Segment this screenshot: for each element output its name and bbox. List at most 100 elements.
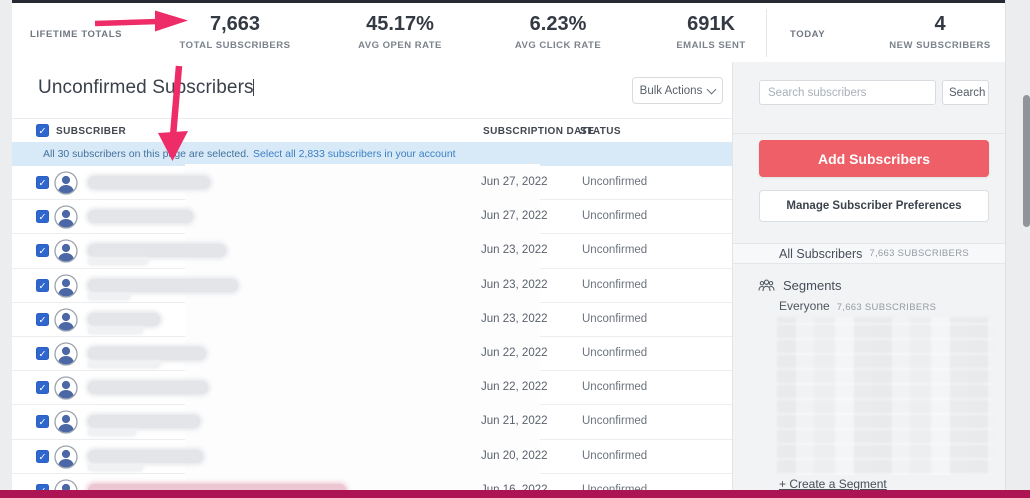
all-subscribers-item[interactable]: All Subscribers 7,663 SUBSCRIBERS (733, 243, 1006, 264)
chevron-down-icon (706, 84, 717, 94)
stat-label: TOTAL SUBSCRIBERS (179, 40, 291, 51)
redacted-subscriber-email (88, 258, 148, 266)
row-checkbox[interactable]: ✓ (36, 244, 49, 258)
segment-item-everyone[interactable]: Everyone 7,663 SUBSCRIBERS (779, 299, 936, 313)
stat-new-subscribers: 4 NEW SUBSCRIBERS (860, 12, 1020, 51)
subscriber-status: Unconfirmed (582, 381, 648, 394)
avatar-icon (54, 273, 78, 298)
page-title-text: Unconfirmed Subscribers (38, 77, 254, 98)
select-all-checkbox[interactable]: ✓ (36, 124, 49, 137)
subscription-date: Jun 20, 2022 (481, 449, 548, 462)
row-checkbox[interactable]: ✓ (36, 415, 49, 429)
subscription-date: Jun 23, 2022 (481, 278, 548, 291)
stat-label: AVG CLICK RATE (514, 40, 602, 51)
avatar-icon (54, 308, 78, 332)
stat-total-subscribers: 7,663 TOTAL SUBSCRIBERS (155, 12, 315, 51)
subscriber-status: Unconfirmed (582, 278, 648, 291)
avatar-icon (54, 342, 78, 366)
row-checkbox[interactable]: ✓ (36, 346, 49, 360)
scrollbar-thumb[interactable] (1023, 95, 1030, 227)
all-subscribers-count: 7,663 SUBSCRIBERS (869, 248, 969, 259)
subscription-date: Jun 23, 2022 (481, 312, 548, 325)
page-scrollbar-track[interactable] (1005, 0, 1030, 498)
row-checkbox[interactable]: ✓ (36, 278, 49, 292)
stat-label: AVG OPEN RATE (358, 40, 442, 51)
redacted-subscriber-email (88, 326, 143, 334)
subscriber-status: Unconfirmed (582, 415, 648, 428)
avatar-icon (54, 376, 78, 400)
table-row[interactable]: ✓ Jun 27, 2022 Unconfirmed (12, 200, 732, 235)
column-header-subscriber: SUBSCRIBER (56, 126, 127, 137)
redacted-subscriber-name (88, 381, 208, 395)
stat-value: 4 (934, 13, 946, 35)
subscription-date: Jun 22, 2022 (481, 381, 548, 394)
create-segment-link[interactable]: + Create a Segment (779, 477, 887, 491)
subscription-date: Jun 23, 2022 (481, 244, 548, 257)
stat-label: EMAILS SENT (676, 40, 746, 51)
search-button[interactable]: Search (942, 80, 989, 105)
redacted-subscriber-email (88, 292, 130, 300)
subscribers-panel: Unconfirmed Subscribers Bulk Actions ✓ S… (12, 62, 732, 498)
all-subscribers-label: All Subscribers (779, 246, 863, 261)
redacted-subscriber-name (88, 244, 226, 258)
top-window-strip (12, 0, 1030, 3)
redaction-overlay (185, 164, 540, 498)
subscription-date: Jun 22, 2022 (481, 346, 548, 359)
subscriber-status: Unconfirmed (582, 346, 648, 359)
avatar-icon (54, 205, 78, 229)
stats-bar: LIFETIME TOTALS 7,663 TOTAL SUBSCRIBERS … (12, 3, 1005, 63)
segments-label: Segments (783, 278, 842, 293)
subscription-date: Jun 27, 2022 (481, 210, 548, 223)
subscriber-status: Unconfirmed (582, 176, 648, 188)
row-checkbox[interactable]: ✓ (36, 312, 49, 326)
panel-header: Unconfirmed Subscribers Bulk Actions (12, 62, 732, 118)
text-cursor (252, 79, 255, 96)
bottom-annotation-bar (0, 489, 1030, 498)
avatar-icon (54, 410, 78, 434)
subscriber-status: Unconfirmed (582, 449, 648, 462)
column-header-subscription-date: SUBSCRIPTION DATE (483, 126, 595, 137)
stat-value: 691K (687, 13, 735, 35)
row-checkbox[interactable]: ✓ (36, 381, 49, 395)
bulk-actions-label: Bulk Actions (639, 84, 703, 97)
redacted-subscriber-name (88, 210, 193, 224)
subscription-date: Jun 21, 2022 (481, 415, 548, 428)
stat-avg-click-rate: 6.23% AVG CLICK RATE (478, 12, 638, 51)
blurred-segment-details (777, 317, 992, 475)
redacted-subscriber-name (88, 415, 200, 429)
stat-value: 6.23% (529, 13, 587, 35)
row-checkbox[interactable]: ✓ (36, 449, 49, 463)
subscriber-rows: ✓ Jun 27, 2022 Unconfirmed ✓ Jun 27, 202… (12, 164, 732, 498)
subscriber-status: Unconfirmed (582, 244, 648, 257)
table-row[interactable]: ✓ Jun 21, 2022 Unconfirmed (12, 405, 732, 440)
redacted-subscriber-email (88, 463, 143, 471)
bulk-actions-button[interactable]: Bulk Actions (632, 77, 723, 104)
table-header: ✓ SUBSCRIBER SUBSCRIPTION DATE STATUS (12, 118, 732, 143)
everyone-label: Everyone (779, 299, 830, 313)
row-checkbox[interactable]: ✓ (36, 210, 49, 224)
search-input[interactable] (759, 80, 936, 105)
page-title: Unconfirmed Subscribers (38, 77, 255, 99)
avatar-icon (54, 444, 78, 469)
stat-emails-sent: 691K EMAILS SENT (631, 12, 791, 51)
segments-header: Segments (758, 278, 842, 293)
subscriber-status: Unconfirmed (582, 210, 648, 223)
segments-icon (758, 279, 775, 292)
add-subscribers-button[interactable]: Add Subscribers (759, 140, 989, 177)
redacted-subscriber-name (88, 278, 238, 292)
stat-label: NEW SUBSCRIBERS (889, 40, 991, 51)
manage-preferences-button[interactable]: Manage Subscriber Preferences (759, 190, 989, 222)
redacted-subscriber-name (88, 449, 203, 463)
redacted-subscriber-name (88, 176, 210, 189)
stat-avg-open-rate: 45.17% AVG OPEN RATE (320, 12, 480, 51)
avatar-icon (54, 171, 78, 195)
select-all-link[interactable]: Select all 2,833 subscribers in your acc… (253, 148, 456, 160)
lifetime-totals-label: LIFETIME TOTALS (30, 29, 123, 40)
stat-value: 45.17% (366, 13, 434, 35)
everyone-count: 7,663 SUBSCRIBERS (836, 302, 937, 313)
table-row[interactable]: ✓ Jun 23, 2022 Unconfirmed (12, 269, 732, 303)
table-row[interactable]: ✓ Jun 27, 2022 Unconfirmed (12, 166, 732, 201)
sidebar: Search Add Subscribers Manage Subscriber… (732, 62, 1006, 498)
redacted-subscriber-name (88, 312, 160, 326)
row-checkbox[interactable]: ✓ (36, 176, 49, 189)
